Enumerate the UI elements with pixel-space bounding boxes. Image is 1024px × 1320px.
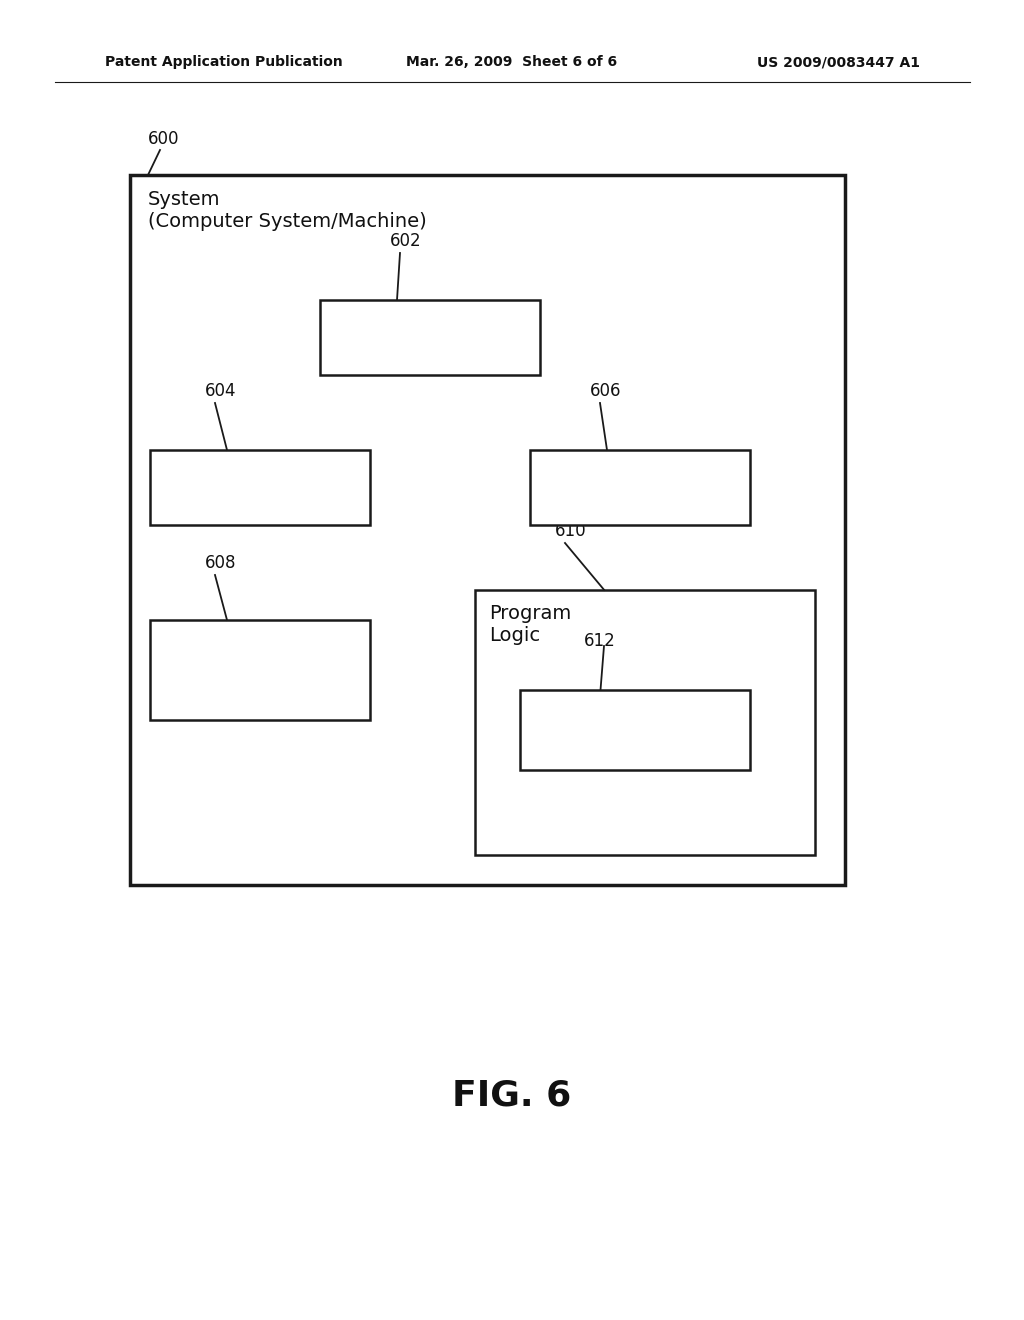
Text: 604: 604 [205, 381, 237, 400]
Text: Program
Logic: Program Logic [489, 605, 571, 645]
Bar [520, 690, 750, 770]
Text: 606: 606 [590, 381, 622, 400]
Text: FIG. 6: FIG. 6 [453, 1078, 571, 1111]
Text: System
(Computer System/Machine): System (Computer System/Machine) [148, 190, 427, 231]
Text: Storage: Storage [222, 660, 298, 680]
Text: Mar. 26, 2009  Sheet 6 of 6: Mar. 26, 2009 Sheet 6 of 6 [407, 55, 617, 69]
Text: 610: 610 [555, 521, 587, 540]
Text: 602: 602 [390, 232, 422, 249]
Text: 612: 612 [584, 632, 615, 649]
Bar [475, 590, 815, 855]
Bar [319, 300, 540, 375]
Bar [150, 620, 370, 719]
Bar [150, 450, 370, 525]
Text: 600: 600 [148, 129, 179, 148]
Text: Memory: Memory [600, 478, 680, 498]
Text: Patent Application Publication: Patent Application Publication [105, 55, 343, 69]
Text: US 2009/0083447 A1: US 2009/0083447 A1 [757, 55, 920, 69]
Text: Circuitry: Circuitry [389, 327, 471, 347]
Text: 608: 608 [205, 554, 237, 572]
Text: Processor(s): Processor(s) [201, 478, 319, 498]
Text: Code: Code [610, 721, 660, 739]
Bar [530, 450, 750, 525]
Bar [130, 176, 845, 884]
